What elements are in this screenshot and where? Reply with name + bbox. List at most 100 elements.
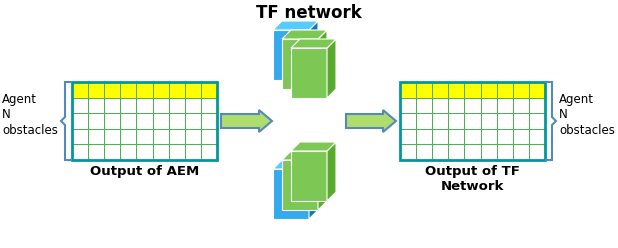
Polygon shape <box>282 160 318 210</box>
Bar <box>432 144 448 160</box>
Polygon shape <box>318 151 327 210</box>
Bar <box>185 129 201 144</box>
Bar <box>88 129 104 144</box>
Bar <box>137 113 153 129</box>
Bar <box>448 98 465 113</box>
Bar <box>416 113 432 129</box>
Bar <box>121 129 137 144</box>
Bar <box>169 98 185 113</box>
Polygon shape <box>318 30 327 89</box>
Bar <box>416 129 432 144</box>
Bar <box>432 98 448 113</box>
Bar <box>497 129 513 144</box>
Polygon shape <box>282 30 327 39</box>
Bar <box>513 82 529 98</box>
Polygon shape <box>291 142 336 151</box>
Bar <box>169 113 185 129</box>
Bar <box>153 113 169 129</box>
Bar <box>137 82 153 98</box>
Text: Output of TF
Network: Output of TF Network <box>425 165 520 193</box>
Bar <box>448 129 465 144</box>
Bar <box>432 113 448 129</box>
Bar <box>416 144 432 160</box>
Polygon shape <box>273 21 318 30</box>
Bar <box>88 98 104 113</box>
Bar <box>432 129 448 144</box>
Bar <box>201 98 217 113</box>
Bar <box>121 82 137 98</box>
Bar <box>513 144 529 160</box>
Bar <box>497 82 513 98</box>
Bar <box>185 144 201 160</box>
Bar <box>481 129 497 144</box>
Bar <box>416 82 432 98</box>
Bar <box>137 98 153 113</box>
Bar <box>400 113 416 129</box>
Bar <box>465 144 481 160</box>
Bar <box>400 144 416 160</box>
Bar <box>529 82 545 98</box>
FancyArrow shape <box>221 110 272 132</box>
Bar <box>72 82 88 98</box>
Bar <box>104 144 121 160</box>
Polygon shape <box>291 48 327 98</box>
Bar <box>185 82 201 98</box>
Text: Output of AEM: Output of AEM <box>90 165 199 178</box>
Bar <box>153 82 169 98</box>
Bar <box>153 144 169 160</box>
Bar <box>416 98 432 113</box>
Text: TF network: TF network <box>256 4 362 22</box>
Bar <box>497 113 513 129</box>
Text: Agent
N
obstacles: Agent N obstacles <box>559 93 615 136</box>
Bar <box>72 129 88 144</box>
Polygon shape <box>309 21 318 80</box>
Bar <box>529 144 545 160</box>
Polygon shape <box>327 39 336 98</box>
Bar <box>400 98 416 113</box>
Bar <box>169 82 185 98</box>
Polygon shape <box>273 169 309 219</box>
Bar <box>497 98 513 113</box>
Bar <box>88 113 104 129</box>
Polygon shape <box>327 142 336 201</box>
Bar <box>72 144 88 160</box>
Bar <box>497 144 513 160</box>
Bar <box>104 113 121 129</box>
Polygon shape <box>273 30 309 80</box>
Bar <box>400 82 545 160</box>
Bar <box>104 82 121 98</box>
Bar <box>185 98 201 113</box>
Polygon shape <box>282 151 327 160</box>
Bar <box>88 82 104 98</box>
Bar <box>529 98 545 113</box>
Bar <box>121 98 137 113</box>
Bar <box>153 129 169 144</box>
Bar <box>529 129 545 144</box>
Bar <box>72 82 217 160</box>
Bar <box>513 129 529 144</box>
Bar <box>465 82 481 98</box>
Bar <box>153 98 169 113</box>
Bar <box>201 129 217 144</box>
Bar <box>513 98 529 113</box>
Bar <box>201 144 217 160</box>
Bar <box>400 82 416 98</box>
Bar <box>400 129 416 144</box>
Bar <box>481 113 497 129</box>
Bar <box>137 144 153 160</box>
Bar <box>104 98 121 113</box>
FancyArrow shape <box>346 110 396 132</box>
Bar <box>169 129 185 144</box>
Bar <box>448 144 465 160</box>
Bar <box>88 144 104 160</box>
Bar <box>465 113 481 129</box>
Bar <box>121 113 137 129</box>
Bar <box>448 113 465 129</box>
Polygon shape <box>309 160 318 219</box>
Bar <box>72 98 88 113</box>
Bar <box>185 113 201 129</box>
Bar <box>169 144 185 160</box>
Text: Agent
N
obstacles: Agent N obstacles <box>2 93 58 136</box>
Polygon shape <box>291 151 327 201</box>
Bar <box>465 98 481 113</box>
